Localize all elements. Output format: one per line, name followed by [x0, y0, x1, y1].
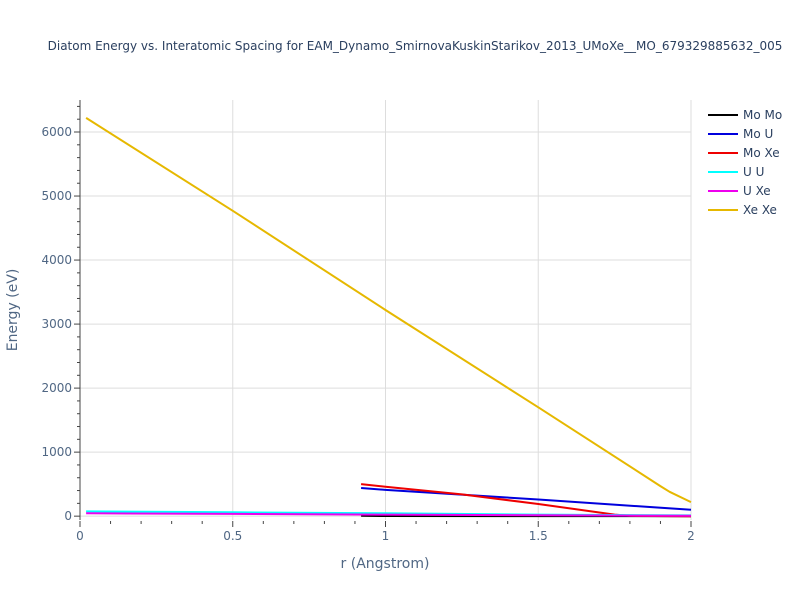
y-tick-label: 2000	[41, 381, 72, 395]
legend-item-u-xe[interactable]: U Xe	[708, 184, 771, 198]
tick-layer: 0 0.5 1 1.5 2 0 1000 2000 3000 4000 5000 6000	[41, 105, 695, 543]
y-tick-label: 0	[64, 509, 72, 523]
x-tick-label: 1	[382, 529, 390, 543]
legend-item-mo-mo[interactable]: Mo Mo	[708, 108, 782, 122]
legend-label: Mo Xe	[743, 146, 780, 160]
legend-label: U Xe	[743, 184, 771, 198]
legend-item-u-u[interactable]: U U	[708, 165, 764, 179]
x-tick-label: 0	[76, 529, 84, 543]
y-axis-title: Energy (eV)	[5, 269, 21, 352]
series-line-xe-xe	[85, 117, 692, 504]
y-tick-label: 1000	[41, 445, 72, 459]
x-tick-label: 1.5	[529, 529, 548, 543]
legend-item-mo-xe[interactable]: Mo Xe	[708, 146, 780, 160]
x-axis-title: r (Angstrom)	[341, 556, 430, 572]
series-line-u-xe	[86, 512, 692, 517]
legend[interactable]: Mo Mo Mo U Mo Xe U U U Xe Xe Xe	[708, 108, 782, 217]
y-tick-label: 6000	[41, 125, 72, 139]
legend-item-xe-xe[interactable]: Xe Xe	[708, 203, 777, 217]
y-tick-label: 5000	[41, 189, 72, 203]
series-layer	[85, 117, 692, 518]
chart-title: Diatom Energy vs. Interatomic Spacing fo…	[48, 39, 783, 53]
y-tick-label: 3000	[41, 317, 72, 331]
legend-label: Mo U	[743, 127, 773, 141]
legend-label: Mo Mo	[743, 108, 782, 122]
x-tick-label: 2	[687, 529, 695, 543]
legend-label: U U	[743, 165, 764, 179]
y-tick-label: 4000	[41, 253, 72, 267]
legend-label: Xe Xe	[743, 203, 777, 217]
x-tick-label: 0.5	[223, 529, 242, 543]
legend-item-mo-u[interactable]: Mo U	[708, 127, 773, 141]
